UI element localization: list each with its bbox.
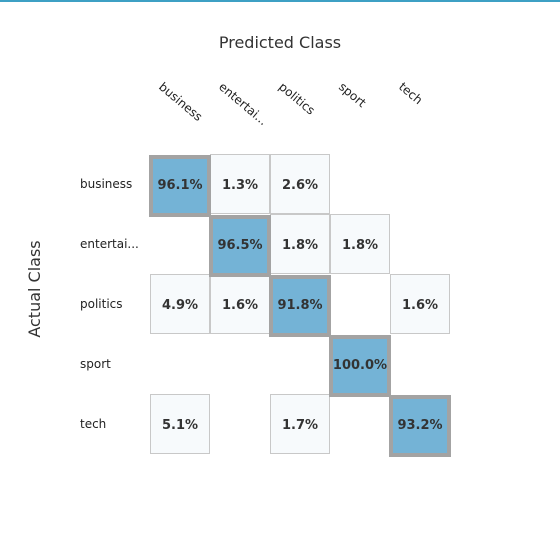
actual-class-title: Actual Class xyxy=(25,240,44,337)
cell-value-label: 96.1% xyxy=(157,178,202,193)
diagonal-cell: 96.1% xyxy=(149,155,211,217)
column-label: entertai... xyxy=(216,80,270,129)
diagonal-cell: 93.2% xyxy=(389,395,451,457)
row-labels: business entertai... politics sport tech xyxy=(80,177,139,431)
diagonal-cell-rect xyxy=(389,395,451,457)
row-label: politics xyxy=(80,297,123,311)
matrix-cell: 1.8% xyxy=(270,214,330,274)
cell-rect xyxy=(330,214,390,274)
row-label: business xyxy=(80,177,132,191)
column-label: business xyxy=(156,80,205,124)
cell-rect xyxy=(390,274,450,334)
column-labels: business entertai... politics sport tech xyxy=(156,80,425,129)
top-accent-bar xyxy=(0,0,560,2)
cell-rect xyxy=(210,274,270,334)
column-label: tech xyxy=(396,80,425,108)
cell-rect xyxy=(270,154,330,214)
matrix-cell: 4.9% xyxy=(150,274,210,334)
column-label: sport xyxy=(336,80,369,111)
cell-rect xyxy=(150,394,210,454)
diagonal-cell: 96.5% xyxy=(209,215,271,277)
matrix-cell: 5.1% xyxy=(150,394,210,454)
cell-value-label: 4.9% xyxy=(162,298,198,313)
row-label: entertai... xyxy=(80,237,139,251)
column-label: politics xyxy=(276,80,318,118)
matrix-cells: 1.3% 2.6% 1.8% 1.8% 4.9% 1.6% 1.6% 5.1% 1.7% 96.1… xyxy=(149,154,451,457)
diagonal-cell-rect xyxy=(149,155,211,217)
cell-value-label: 1.7% xyxy=(282,418,318,433)
cell-value-label: 96.5% xyxy=(217,238,262,253)
row-label: tech xyxy=(80,417,106,431)
cell-value-label: 1.6% xyxy=(402,298,438,313)
matrix-cell: 2.6% xyxy=(270,154,330,214)
diagonal-cell-rect xyxy=(209,215,271,277)
matrix-cell: 1.3% xyxy=(210,154,270,214)
cell-value-label: 2.6% xyxy=(282,178,318,193)
diagonal-cell-rect xyxy=(329,335,391,397)
cell-rect xyxy=(270,394,330,454)
cell-value-label: 5.1% xyxy=(162,418,198,433)
row-label: sport xyxy=(80,357,111,371)
predicted-class-title: Predicted Class xyxy=(219,33,341,52)
matrix-cell: 1.6% xyxy=(390,274,450,334)
cell-rect xyxy=(150,274,210,334)
diagonal-cell: 91.8% xyxy=(269,275,331,337)
cell-value-label: 100.0% xyxy=(333,358,387,373)
matrix-cell: 1.7% xyxy=(270,394,330,454)
cell-value-label: 1.8% xyxy=(342,238,378,253)
cell-value-label: 91.8% xyxy=(277,298,322,313)
matrix-cell: 1.8% xyxy=(330,214,390,274)
cell-value-label: 1.3% xyxy=(222,178,258,193)
matrix-cell: 1.6% xyxy=(210,274,270,334)
cell-rect xyxy=(270,214,330,274)
cell-value-label: 93.2% xyxy=(397,418,442,433)
cell-rect xyxy=(210,154,270,214)
cell-value-label: 1.8% xyxy=(282,238,318,253)
diagonal-cell-rect xyxy=(269,275,331,337)
diagonal-cell: 100.0% xyxy=(329,335,391,397)
cell-value-label: 1.6% xyxy=(222,298,258,313)
